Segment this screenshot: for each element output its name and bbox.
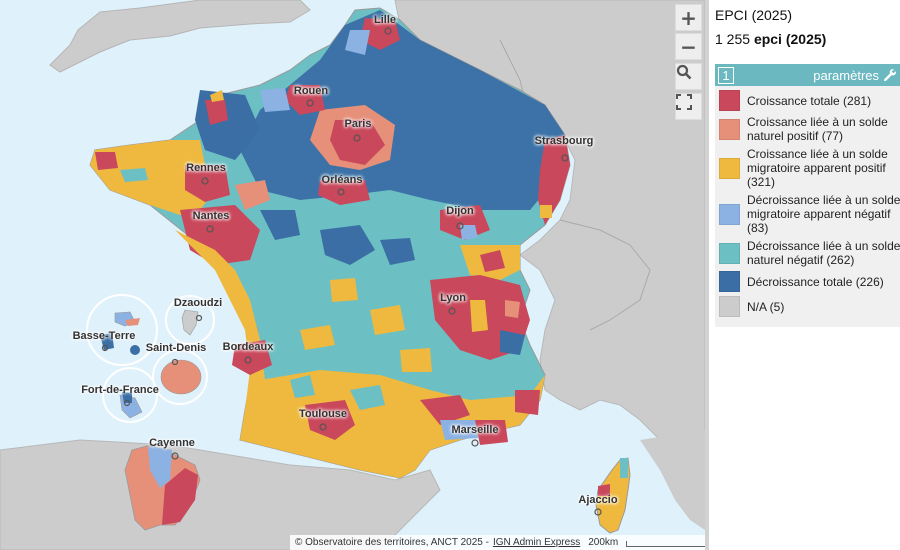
- legend-item-croissance-totale[interactable]: Croissance totale (281): [719, 90, 900, 111]
- legend-item-croissance-solde-migratoire[interactable]: Croissance liée à un solde migratoire ap…: [719, 147, 900, 189]
- city-label-cayenne: Cayenne: [149, 437, 195, 449]
- legend-label: Décroissance totale (226): [747, 274, 884, 289]
- map-canvas[interactable]: Lille Rouen Paris Strasbourg Rennes Orlé…: [0, 0, 705, 550]
- parameters-button[interactable]: paramètres: [813, 68, 897, 83]
- city-label-rouen: Rouen: [293, 85, 329, 97]
- city-label-orleans: Orléans: [321, 174, 363, 186]
- fullscreen-icon: [676, 94, 692, 110]
- city-label-rennes: Rennes: [186, 162, 226, 174]
- legend-index: 1: [718, 66, 734, 84]
- legend-swatch: [719, 90, 740, 111]
- city-label-saint-denis: Saint-Denis: [145, 342, 207, 354]
- legend-header[interactable]: 1 paramètres: [715, 64, 900, 86]
- city-label-bordeaux: Bordeaux: [222, 341, 274, 353]
- scale-label: 200km: [588, 537, 619, 548]
- zoom-out-button[interactable]: −: [675, 33, 702, 60]
- choropleth-map[interactable]: [0, 0, 705, 550]
- city-label-nantes: Nantes: [192, 210, 230, 222]
- legend-swatch: [719, 296, 740, 317]
- fullscreen-button[interactable]: [675, 93, 702, 120]
- minus-icon: −: [680, 34, 697, 59]
- legend-label: N/A (5): [747, 299, 785, 314]
- legend-item-decroissance-solde-naturel[interactable]: Décroissance liée à un solde naturel nég…: [719, 239, 900, 267]
- legend-label: Croissance liée à un solde migratoire ap…: [747, 147, 888, 189]
- city-label-fort-de-france: Fort-de-France: [81, 384, 159, 396]
- legend-label: Croissance liée à un solde naturel posit…: [747, 115, 888, 143]
- map-attribution: © Observatoire des territoires, ANCT 202…: [290, 535, 705, 550]
- city-label-lille: Lille: [373, 14, 397, 26]
- count-year: (2025): [785, 31, 827, 47]
- search-icon: [676, 64, 692, 80]
- city-label-marseille: Marseille: [451, 424, 499, 436]
- legend-item-croissance-solde-naturel[interactable]: Croissance liée à un solde naturel posit…: [719, 115, 900, 143]
- city-label-lyon: Lyon: [440, 292, 466, 304]
- legend-label: Décroissance liée à un solde migratoire …: [747, 193, 900, 235]
- legend-swatch: [719, 203, 740, 225]
- scale-bar: [626, 540, 705, 547]
- panel-title: EPCI (2025): [715, 7, 793, 23]
- side-panel: EPCI (2025) 1 255 epci (2025) 1 paramètr…: [705, 0, 900, 550]
- zoom-in-button[interactable]: +: [675, 4, 702, 31]
- attribution-text: © Observatoire des territoires, ANCT 202…: [295, 537, 489, 548]
- legend-swatch: [719, 242, 740, 264]
- plus-icon: +: [680, 5, 697, 30]
- legend-items: Croissance totale (281) Croissance liée …: [715, 86, 900, 327]
- legend-item-decroissance-totale[interactable]: Décroissance totale (226): [719, 271, 900, 292]
- legend-item-decroissance-solde-migratoire[interactable]: Décroissance liée à un solde migratoire …: [719, 193, 900, 235]
- epci-count: 1 255 epci (2025): [715, 31, 900, 47]
- wrench-icon: [883, 69, 896, 82]
- city-label-paris: Paris: [344, 118, 372, 130]
- city-label-dijon: Dijon: [446, 205, 474, 217]
- legend-item-na[interactable]: N/A (5): [719, 296, 900, 317]
- legend: 1 paramètres Croissance totale (281) Cro…: [715, 64, 900, 327]
- legend-swatch: [719, 118, 740, 140]
- legend-label: Croissance totale (281): [747, 93, 872, 108]
- city-label-ajaccio: Ajaccio: [578, 494, 618, 506]
- search-button[interactable]: [675, 63, 702, 90]
- city-label-toulouse: Toulouse: [298, 408, 348, 420]
- city-label-dzaoudzi: Dzaoudzi: [173, 297, 223, 309]
- count-unit: epci: [753, 31, 782, 47]
- parameters-label: paramètres: [813, 67, 879, 83]
- city-label-basse-terre: Basse-Terre: [72, 330, 136, 342]
- legend-label: Décroissance liée à un solde naturel nég…: [747, 239, 900, 267]
- legend-swatch: [719, 157, 740, 179]
- legend-swatch: [719, 271, 740, 292]
- count-number: 1 255: [715, 31, 751, 47]
- city-label-strasbourg: Strasbourg: [534, 135, 594, 147]
- ign-admin-express-link[interactable]: IGN Admin Express: [492, 537, 581, 548]
